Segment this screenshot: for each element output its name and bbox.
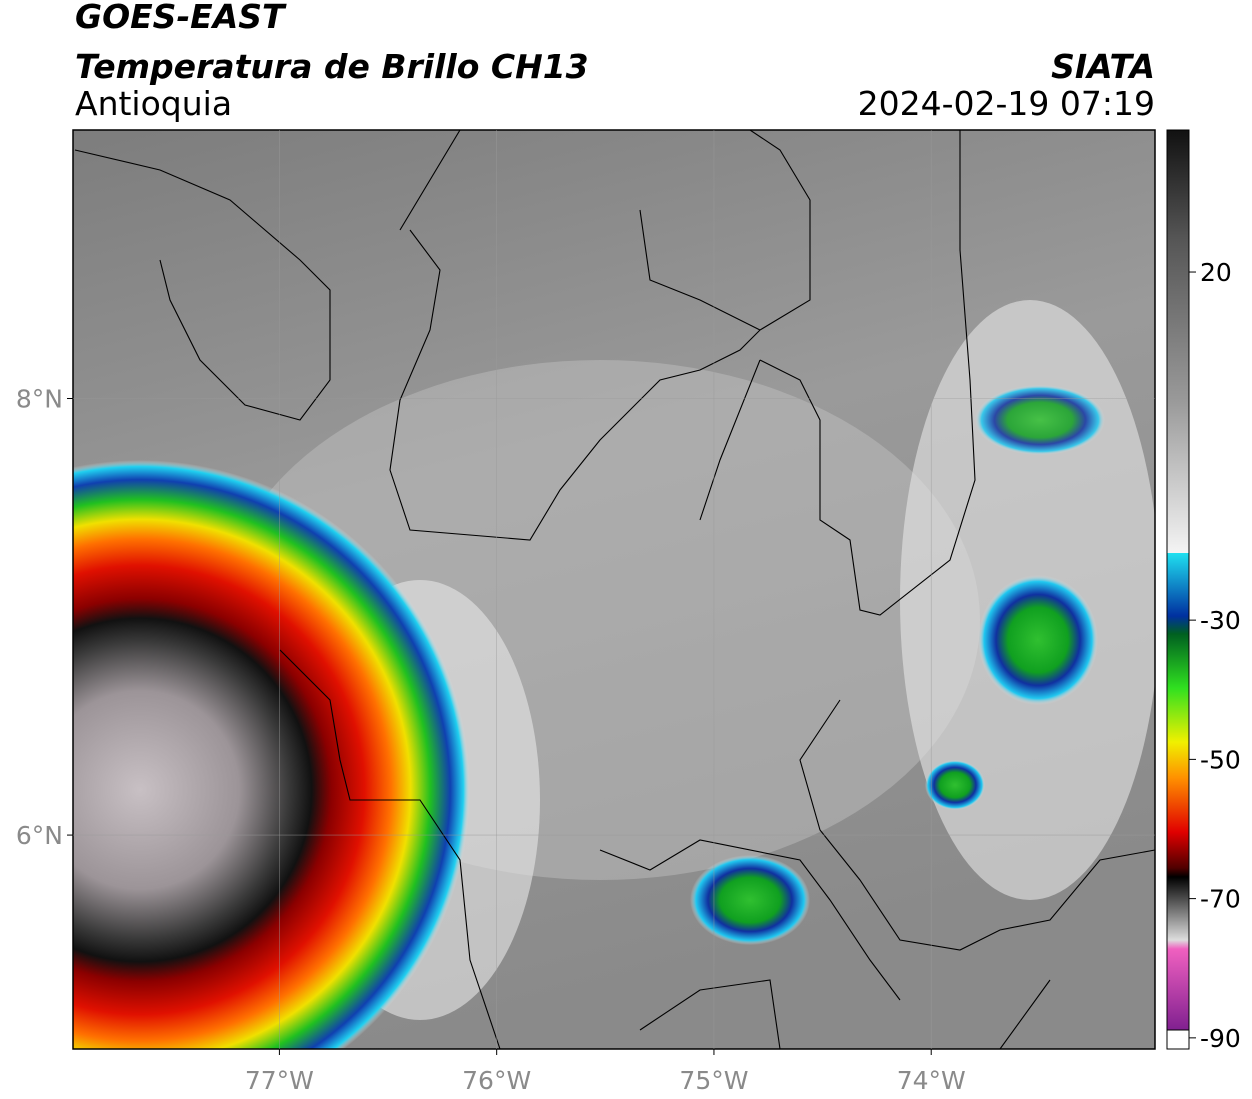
source: SIATA [1051,47,1155,86]
colorbar [1166,129,1190,1031]
colorbar-tick-label: -90 [1200,1024,1241,1053]
y-tick-label: 6°N [16,821,63,850]
y-tick-label: 8°N [16,384,63,413]
colorbar-tick-label: -50 [1200,745,1241,774]
region: Antioquia [75,84,232,123]
x-tick-label: 77°W [245,1066,314,1095]
colorbar-under [1166,1029,1190,1050]
colorbar-tick-label: -70 [1200,885,1241,914]
x-tick-label: 76°W [462,1066,531,1095]
x-tick-label: 74°W [897,1066,966,1095]
colorbar-tick-label: 20 [1200,258,1232,287]
colorbar-tick-label: -30 [1200,606,1241,635]
x-tick-label: 75°W [679,1066,748,1095]
satellite: GOES-EAST [75,0,287,36]
satellite-image [73,130,1155,1049]
datetime: 2024-02-19 07:19 [858,84,1155,123]
product: Temperatura de Brillo CH13 [75,47,589,86]
map-frame [72,129,1156,1050]
